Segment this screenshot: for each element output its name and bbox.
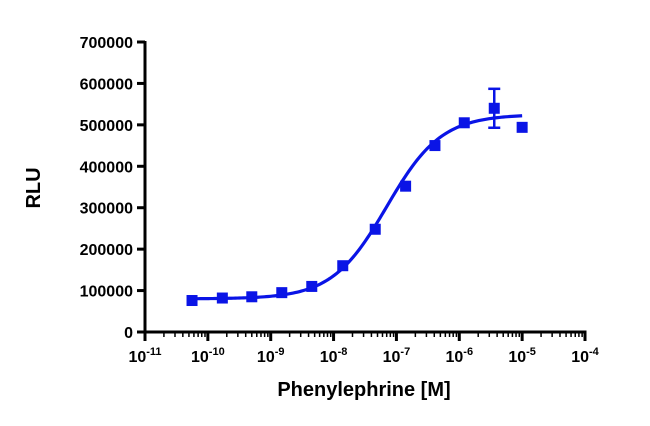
data-point (276, 287, 288, 299)
x-tick-label: 10-9 (257, 346, 285, 366)
x-tick-label: 10-5 (508, 346, 536, 366)
fit-curve (192, 114, 523, 301)
x-tick-label: 10-4 (571, 346, 599, 366)
y-ticks: 0 100000 200000 300000 400000 500000 600000 700… (80, 35, 145, 342)
y-tick-label: 700000 (80, 35, 133, 52)
y-tick-label: 300000 (80, 201, 133, 218)
x-tick-label: 10-8 (320, 346, 348, 366)
x-tick-label: 10-6 (445, 346, 473, 366)
data-point (186, 295, 198, 307)
data-point (400, 180, 412, 192)
data-point (458, 117, 470, 129)
data-point (216, 292, 228, 304)
y-tick-label: 200000 (80, 242, 133, 259)
axes (143, 41, 587, 334)
data-point (516, 121, 528, 133)
data-point (337, 260, 349, 272)
y-tick-label: 600000 (80, 76, 133, 93)
data-point (369, 223, 381, 235)
data-point (488, 102, 500, 114)
y-tick-label: 400000 (80, 159, 133, 176)
data-point (246, 291, 258, 303)
y-tick-label: 500000 (80, 118, 133, 135)
x-tick-label: 10-10 (191, 346, 225, 366)
x-axis-title: Phenylephrine [M] (277, 379, 450, 401)
y-tick-label: 100000 (80, 284, 133, 301)
data-point (306, 280, 318, 292)
x-tick-label: 10-7 (383, 346, 411, 366)
fit-curve-layer (192, 114, 523, 301)
y-axis-title: RLU (23, 167, 45, 208)
data-points (186, 87, 528, 307)
y-tick-label: 0 (124, 325, 133, 342)
x-ticks: 10-11 10-10 10-9 10-8 10-7 10-6 10-5 10-4 (128, 332, 600, 366)
x-tick-label: 10-11 (128, 346, 161, 366)
data-point (429, 140, 441, 152)
